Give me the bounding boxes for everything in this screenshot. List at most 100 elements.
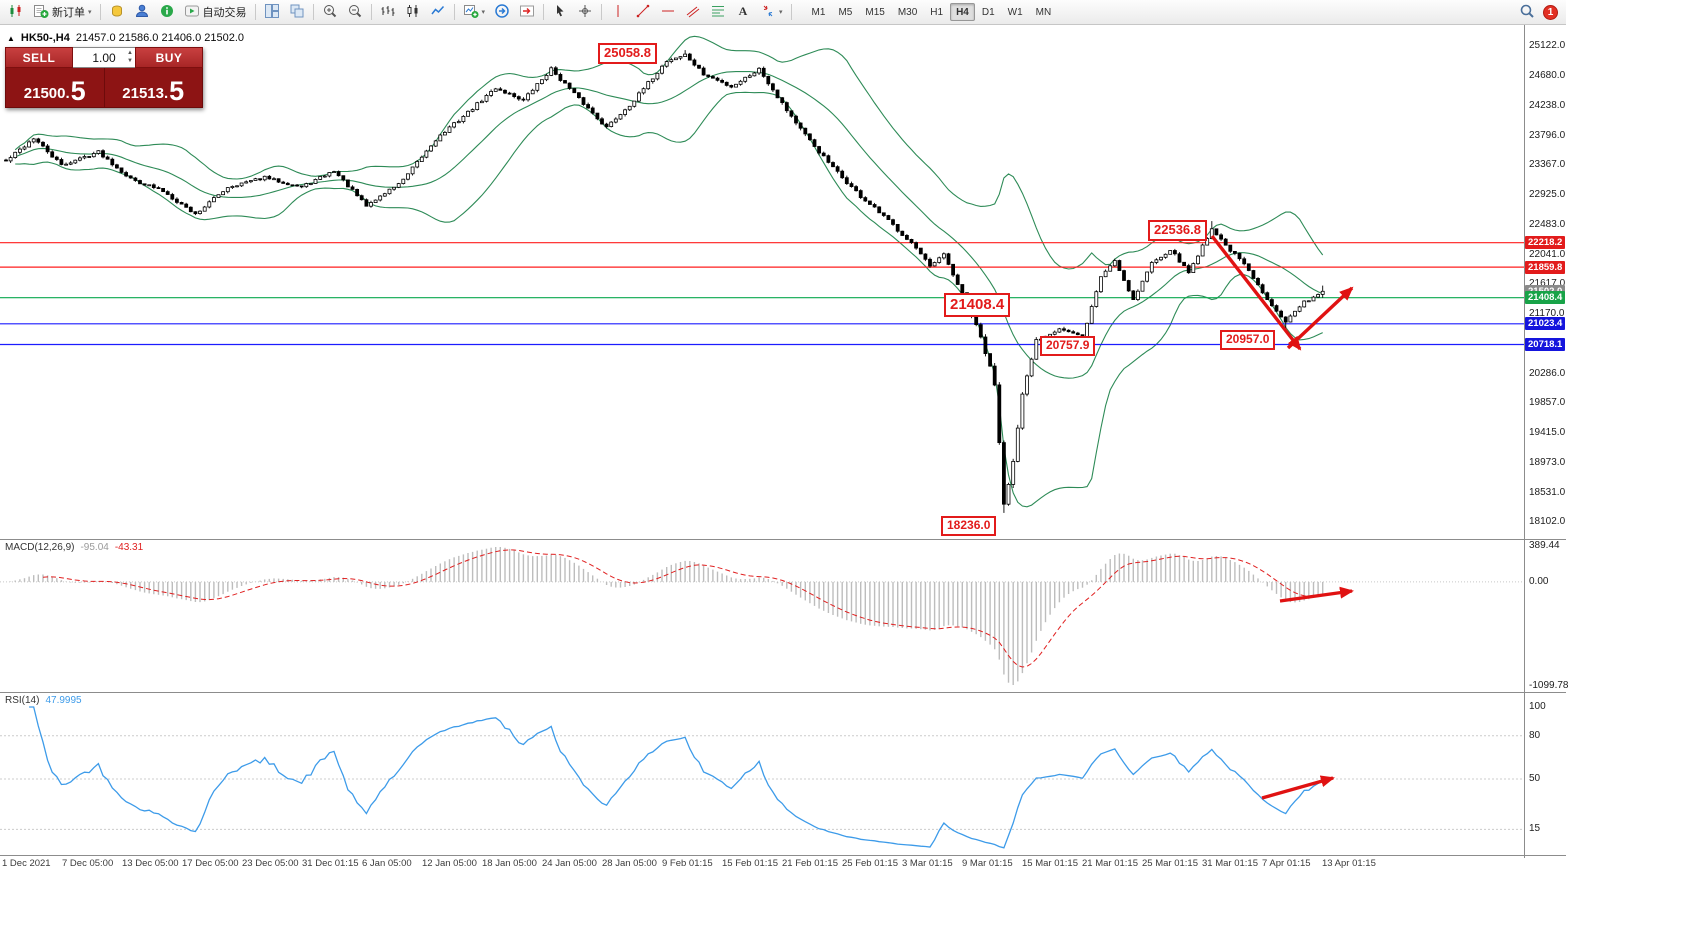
price-annotation[interactable]: 22536.8 bbox=[1148, 220, 1207, 241]
horizontal-line-icon[interactable] bbox=[656, 2, 680, 22]
zoom-out-icon bbox=[347, 3, 363, 22]
price-annotation[interactable]: 25058.8 bbox=[598, 43, 657, 64]
sell-price: 21500. 5 bbox=[6, 68, 104, 107]
text-label-icon[interactable]: A bbox=[731, 2, 755, 22]
timeframe-d1[interactable]: D1 bbox=[981, 6, 995, 18]
autotrading-button[interactable]: 自动交易 bbox=[180, 2, 251, 22]
trend-arrow[interactable] bbox=[1279, 586, 1354, 603]
price-annotation[interactable]: 21408.4 bbox=[944, 293, 1011, 317]
trend-arrow[interactable] bbox=[1286, 286, 1354, 350]
svg-text:A: A bbox=[739, 4, 748, 18]
trendline-icon[interactable] bbox=[631, 2, 655, 22]
zoom-out-icon[interactable] bbox=[343, 2, 367, 22]
price-axis-label: 23796.0 bbox=[1529, 130, 1566, 141]
zoom-in-icon[interactable] bbox=[318, 2, 342, 22]
time-axis-label: 31 Dec 01:15 bbox=[302, 858, 359, 869]
price-axis-label: 21170.0 bbox=[1529, 308, 1565, 319]
price-annotation[interactable]: 18236.0 bbox=[941, 516, 997, 536]
toolbar-separator bbox=[453, 4, 455, 20]
chart-shift-icon[interactable] bbox=[515, 2, 539, 22]
buy-button[interactable]: BUY bbox=[135, 47, 203, 68]
fibonacci-icon bbox=[710, 3, 726, 22]
toolbar-separator bbox=[370, 4, 372, 20]
bar-chart-icon[interactable] bbox=[376, 2, 400, 22]
toolbar-separator bbox=[790, 4, 792, 20]
autotrading-button-label: 自动交易 bbox=[202, 7, 247, 19]
rsi-value: 47.9995 bbox=[45, 695, 82, 706]
timeframe-m30[interactable]: M30 bbox=[897, 6, 918, 18]
tile-windows-icon bbox=[264, 3, 280, 22]
new-order-button[interactable]: 新订单 ▾ bbox=[29, 2, 96, 22]
zoom-in-icon bbox=[322, 3, 338, 22]
price-axis-label: 23367.0 bbox=[1529, 159, 1566, 170]
trend-arrow[interactable] bbox=[1261, 775, 1335, 800]
new-order-button-label: 新订单 bbox=[52, 7, 85, 19]
price-annotation[interactable]: 20757.9 bbox=[1040, 336, 1096, 356]
chart-title: ▲ HK50-,H4 21457.0 21586.0 21406.0 21502… bbox=[7, 32, 244, 44]
time-axis-label: 18 Jan 05:00 bbox=[482, 858, 537, 869]
trendline-icon bbox=[635, 3, 651, 22]
rsi-line bbox=[29, 706, 1324, 849]
notifications-badge[interactable]: 1 bbox=[1543, 4, 1558, 20]
price-annotation[interactable]: 20957.0 bbox=[1220, 330, 1276, 350]
dropdown-caret-icon: ▾ bbox=[88, 8, 92, 16]
chart-canvas[interactable] bbox=[0, 25, 1566, 887]
info-icon[interactable] bbox=[155, 2, 179, 22]
time-axis-label: 12 Jan 05:00 bbox=[422, 858, 477, 869]
price-axis-label: 19857.0 bbox=[1529, 397, 1566, 408]
macd-histogram bbox=[9, 547, 1324, 685]
symbol-name: HK50-,H4 bbox=[20, 32, 70, 44]
timeframe-mn[interactable]: MN bbox=[1035, 6, 1052, 18]
crosshair-icon[interactable] bbox=[573, 2, 597, 22]
vertical-line-icon[interactable] bbox=[606, 2, 630, 22]
dropdown-caret-icon: ▾ bbox=[481, 8, 486, 16]
top-toolbar: 新订单 ▾ 自动交易 ▾ A ▾ M1 M5 M15 M30 H1 H4 D1 W1 MN 1 bbox=[0, 0, 1566, 25]
volume-value: 1.00 bbox=[92, 50, 116, 65]
trend-arrow[interactable] bbox=[1210, 234, 1302, 351]
fibonacci-icon[interactable] bbox=[706, 2, 730, 22]
candle-chart-icon[interactable] bbox=[401, 2, 425, 22]
candlesticks bbox=[4, 50, 1325, 513]
volume-up-icon[interactable]: ▲ bbox=[127, 50, 133, 56]
new-chart-icon[interactable]: ▾ bbox=[459, 2, 490, 22]
timeframe-w1[interactable]: W1 bbox=[1007, 6, 1023, 18]
equidistant-channel-icon[interactable] bbox=[681, 2, 705, 22]
sell-price-big: 5 bbox=[70, 76, 86, 106]
market-watch-icon[interactable] bbox=[105, 2, 129, 22]
horizontal-line-icon bbox=[660, 3, 676, 22]
cursor-icon[interactable] bbox=[548, 2, 572, 22]
toolbar-separator bbox=[99, 4, 101, 20]
market-watch-icon bbox=[109, 3, 125, 22]
timeframe-h4[interactable]: H4 bbox=[950, 3, 975, 21]
search-icon bbox=[1519, 3, 1535, 22]
price-tag-20718.1: 20718.1 bbox=[1525, 338, 1566, 351]
sell-button[interactable]: SELL bbox=[5, 47, 73, 68]
accounts-icon[interactable] bbox=[130, 2, 154, 22]
macd-value-main: -95.04 bbox=[80, 542, 109, 553]
arrow-objects-icon[interactable]: ▾ bbox=[756, 2, 787, 22]
price-tag-21859.8: 21859.8 bbox=[1525, 261, 1566, 274]
time-axis-label: 3 Mar 01:15 bbox=[902, 858, 953, 869]
time-axis-label: 21 Mar 01:15 bbox=[1082, 858, 1138, 869]
macd-value-signal: -43.31 bbox=[114, 542, 144, 553]
timeframe-m15[interactable]: M15 bbox=[865, 6, 885, 18]
chart-window[interactable]: ▲ HK50-,H4 21457.0 21586.0 21406.0 21502… bbox=[0, 25, 1568, 887]
rsi-name: RSI(14) bbox=[5, 695, 40, 706]
line-chart-icon[interactable] bbox=[426, 2, 450, 22]
chart-shift-icon bbox=[519, 3, 535, 22]
app-chart-icon[interactable] bbox=[4, 2, 28, 22]
timeframe-m5[interactable]: M5 bbox=[838, 6, 853, 18]
auto-scroll-icon[interactable] bbox=[490, 2, 514, 22]
search-button[interactable] bbox=[1515, 2, 1539, 22]
price-axis-label: 21617.0 bbox=[1529, 278, 1566, 289]
timeframe-h1[interactable]: H1 bbox=[930, 6, 944, 18]
volume-field[interactable]: 1.00 ▲ ▼ bbox=[73, 47, 135, 68]
timeframe-m1[interactable]: M1 bbox=[811, 6, 826, 18]
volume-down-icon[interactable]: ▼ bbox=[127, 58, 133, 64]
cascade-windows-icon[interactable] bbox=[285, 2, 309, 22]
rsi-indicator-label: RSI(14) 47.9995 bbox=[5, 695, 82, 706]
dropdown-caret-icon: ▾ bbox=[779, 8, 783, 16]
toolbar-right: 1 bbox=[1515, 2, 1562, 22]
price-tag-22218.2: 22218.2 bbox=[1525, 236, 1566, 249]
tile-windows-icon[interactable] bbox=[260, 2, 284, 22]
